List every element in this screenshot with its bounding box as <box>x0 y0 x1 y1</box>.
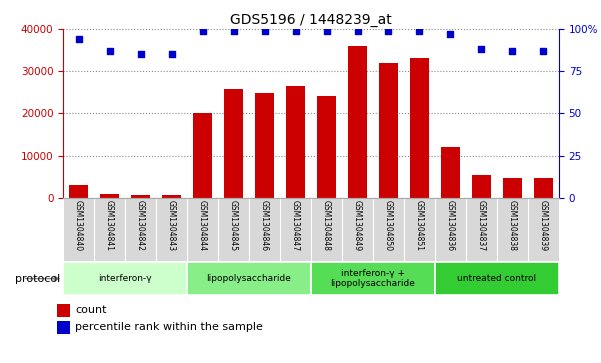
Bar <box>162 195 181 198</box>
Point <box>291 28 300 34</box>
Bar <box>286 86 305 198</box>
Text: GSM1304845: GSM1304845 <box>229 200 238 251</box>
Bar <box>57 321 70 334</box>
Text: GSM1304844: GSM1304844 <box>198 200 207 251</box>
Bar <box>69 185 88 198</box>
Text: GSM1304850: GSM1304850 <box>384 200 393 251</box>
Text: GSM1304848: GSM1304848 <box>322 200 331 251</box>
Text: protocol: protocol <box>15 274 60 284</box>
Point <box>74 36 84 42</box>
Text: GSM1304841: GSM1304841 <box>105 200 114 251</box>
Bar <box>131 195 150 198</box>
Bar <box>255 93 274 198</box>
Bar <box>379 63 398 198</box>
Point <box>508 48 517 54</box>
Point <box>415 28 424 34</box>
Text: percentile rank within the sample: percentile rank within the sample <box>75 322 263 333</box>
Text: interferon-γ: interferon-γ <box>99 274 152 283</box>
Bar <box>311 262 435 295</box>
Point <box>383 28 393 34</box>
Text: GSM1304840: GSM1304840 <box>74 200 83 251</box>
Bar <box>194 113 212 198</box>
Text: GSM1304847: GSM1304847 <box>291 200 300 251</box>
Point <box>446 31 456 37</box>
Bar <box>57 304 70 317</box>
Text: GSM1304836: GSM1304836 <box>446 200 455 251</box>
Bar <box>224 89 243 198</box>
Text: interferon-γ +
lipopolysaccharide: interferon-γ + lipopolysaccharide <box>331 269 415 288</box>
Text: untreated control: untreated control <box>457 274 537 283</box>
Bar <box>410 58 429 198</box>
Point <box>229 28 239 34</box>
Bar <box>534 178 553 198</box>
Text: GSM1304837: GSM1304837 <box>477 200 486 251</box>
Title: GDS5196 / 1448239_at: GDS5196 / 1448239_at <box>230 13 392 26</box>
Text: GSM1304851: GSM1304851 <box>415 200 424 251</box>
Text: GSM1304842: GSM1304842 <box>136 200 145 251</box>
Bar <box>100 195 119 198</box>
Point <box>477 46 486 52</box>
Bar <box>472 175 491 198</box>
Bar <box>317 96 336 198</box>
Point <box>260 28 269 34</box>
Bar <box>348 46 367 198</box>
Point <box>166 52 176 57</box>
Text: GSM1304839: GSM1304839 <box>539 200 548 251</box>
Text: lipopolysaccharide: lipopolysaccharide <box>207 274 291 283</box>
Text: GSM1304838: GSM1304838 <box>508 200 517 251</box>
Text: count: count <box>75 305 106 315</box>
Text: GSM1304846: GSM1304846 <box>260 200 269 251</box>
Bar <box>441 147 460 198</box>
Bar <box>503 178 522 198</box>
Text: GSM1304843: GSM1304843 <box>167 200 176 251</box>
Point <box>105 48 114 54</box>
Bar <box>63 262 187 295</box>
Text: GSM1304849: GSM1304849 <box>353 200 362 251</box>
Bar <box>187 262 311 295</box>
Point <box>136 52 145 57</box>
Point <box>322 28 331 34</box>
Bar <box>435 262 559 295</box>
Point <box>538 48 548 54</box>
Point <box>353 28 362 34</box>
Point <box>198 28 207 34</box>
